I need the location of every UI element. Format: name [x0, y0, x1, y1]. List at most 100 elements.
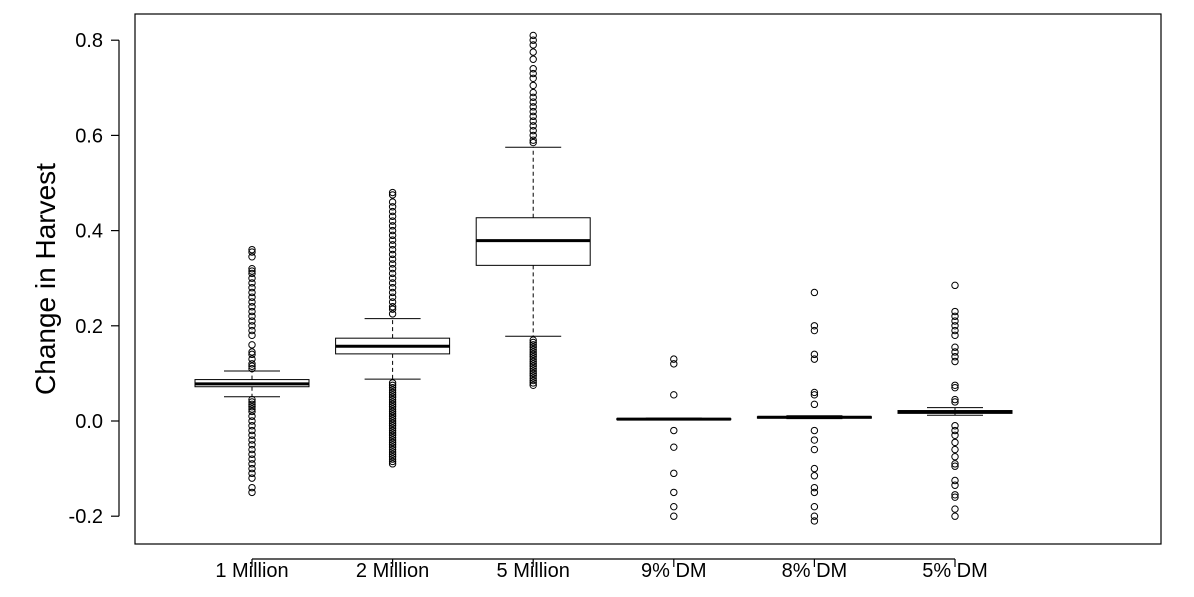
outlier-point [529, 343, 537, 351]
outlier-point [670, 426, 678, 435]
outlier-point [388, 305, 397, 313]
outlier-point [951, 462, 959, 470]
outlier-point [388, 414, 397, 423]
outlier-point [248, 264, 256, 273]
outlier-point [248, 426, 256, 435]
outlier-point [951, 445, 959, 454]
outlier-point [248, 298, 256, 306]
outlier-point [248, 483, 256, 492]
outlier-point [388, 400, 397, 409]
x-tick-label: 9% DM [641, 560, 707, 582]
outlier-point [529, 81, 537, 90]
outlier-point [388, 419, 397, 428]
outlier-point [670, 502, 678, 511]
outlier-point [670, 469, 678, 478]
outlier-point [388, 450, 397, 459]
outlier-point [951, 493, 959, 501]
outlier-point [670, 488, 678, 497]
outlier-point [529, 345, 537, 354]
outlier-point [810, 391, 819, 399]
outlier-point [248, 450, 256, 459]
outlier-point [388, 417, 397, 425]
outlier-point [248, 431, 256, 439]
outlier-point [388, 426, 397, 435]
outlier-point [248, 284, 256, 292]
outlier-point [388, 398, 397, 406]
outlier-point [529, 48, 537, 56]
outlier-point [248, 405, 256, 413]
outlier-point [529, 369, 537, 378]
outlier-point [388, 207, 397, 216]
outlier-point [248, 488, 256, 497]
outlier-point [529, 360, 537, 368]
outlier-point [529, 98, 537, 106]
outlier-point [388, 379, 397, 387]
y-axis: -0.2 0.0 0.2 0.4 0.6 0.8 [69, 30, 120, 528]
outlier-point [529, 103, 537, 111]
outlier-point [248, 460, 256, 468]
x-tick-label: 1 Million [215, 560, 288, 582]
outlier-point [248, 341, 256, 349]
x-tick-label: 5% DM [922, 560, 988, 582]
outlier-point [388, 245, 397, 254]
outlier-point [951, 426, 959, 435]
outlier-point [248, 317, 256, 325]
outlier-point [951, 331, 959, 340]
outlier-point [951, 512, 959, 520]
outlier-point [388, 393, 397, 401]
y-tick-label: 0.4 [75, 221, 103, 243]
outlier-point [810, 512, 819, 520]
outlier-point [388, 443, 397, 451]
outlier-point [248, 279, 256, 287]
outlier-point [670, 360, 678, 368]
outlier-point [388, 298, 397, 306]
outlier-point [529, 138, 537, 147]
y-axis-title: Change in Harvest [30, 163, 61, 395]
outlier-point [388, 405, 397, 413]
box-group [756, 288, 872, 525]
outlier-point [951, 281, 959, 290]
outlier-point [810, 483, 819, 492]
outlier-point [388, 212, 397, 221]
outlier-point [529, 355, 537, 363]
outlier-point [248, 436, 256, 444]
outlier-point [388, 381, 397, 389]
outlier-point [388, 241, 397, 249]
outlier-point [388, 383, 397, 392]
outlier-point [529, 376, 537, 385]
outlier-point [951, 326, 959, 335]
outlier-point [388, 436, 397, 444]
outlier-point [248, 274, 256, 282]
outlier-point [810, 426, 819, 435]
outlier-point [388, 448, 397, 456]
outlier-point [388, 293, 397, 301]
outlier-point [388, 424, 397, 432]
outlier-point [248, 307, 256, 316]
outlier-point [388, 388, 397, 397]
outlier-point [248, 269, 256, 278]
outlier-point [388, 255, 397, 263]
outlier-point [388, 279, 397, 287]
outlier-point [388, 431, 397, 439]
outlier-point [529, 88, 537, 97]
outlier-point [388, 445, 397, 454]
outlier-point [810, 502, 819, 511]
outlier-point [529, 126, 537, 135]
outlier-point [951, 317, 959, 325]
outlier-point [388, 391, 397, 399]
outlier-point [388, 407, 397, 416]
outlier-point [529, 112, 537, 121]
outlier-point [529, 379, 537, 387]
outlier-point [248, 364, 256, 373]
outlier-point [951, 307, 959, 316]
outlier-point [529, 117, 537, 125]
outlier-point [810, 400, 819, 409]
outlier-point [951, 438, 959, 447]
outlier-point [529, 93, 537, 102]
outlier-point [951, 460, 959, 468]
outlier-point [388, 310, 397, 318]
outlier-point [951, 505, 959, 513]
outlier-point [388, 403, 397, 411]
box-group [897, 281, 1013, 520]
outlier-point [388, 438, 397, 447]
